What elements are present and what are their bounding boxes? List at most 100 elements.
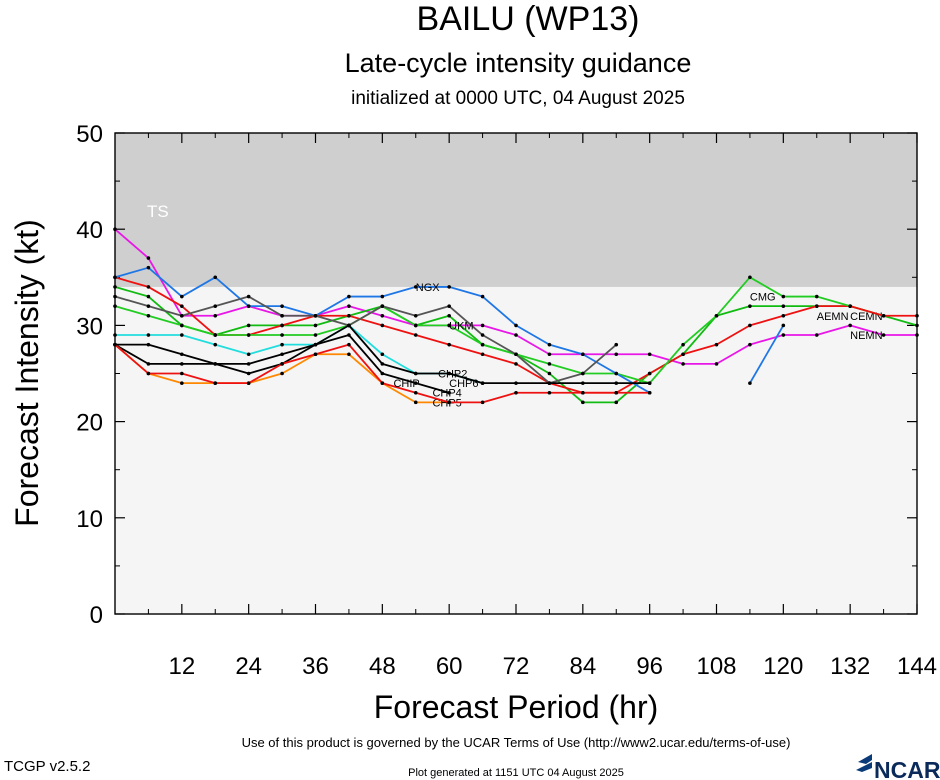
chart-subtitle: Late-cycle intensity guidance [345,48,692,78]
series-point-aemn-12 [180,304,184,308]
series-point-nemn-6 [146,256,151,260]
series-point-ukm-36 [313,313,318,318]
x-axis-label: Forecast Period (hr) [374,689,659,725]
x-tick-label-132: 132 [830,653,870,680]
series-point-chp2-24 [246,352,251,357]
series-point-aemn-66 [480,352,485,357]
series-point-cmg-132 [848,304,852,308]
series-point-cmg-120 [781,294,786,299]
series-point-cmg-30 [280,333,284,337]
y-tick-label-30: 30 [76,313,103,340]
y-tick-label-40: 40 [76,217,103,244]
series-point-ngx-66 [480,294,485,299]
series-point-chp6-6 [146,342,151,347]
series-point-ukm-18 [213,304,218,308]
series-point-chip-90 [614,390,619,395]
ncar-logo-mark [856,754,872,772]
series-point-chp2-18 [213,342,218,347]
series-point-cemn-84 [581,400,585,405]
series-point-chp2-12 [180,333,184,337]
series-point-chp6-96 [647,381,652,385]
series-point-cmg-78 [547,362,552,366]
series-point-chp2-48 [380,352,385,357]
series-label-chip: CHIP [393,378,419,390]
series-point-chp6-66 [480,381,485,385]
series-point-cemn-24 [246,323,251,328]
series-point-ngx-48 [380,294,385,299]
y-tick-label-0: 0 [90,602,103,629]
series-point-aemn-30 [280,323,284,328]
series-point-ngx-84 [581,352,585,357]
series-point-nemn-132 [848,323,852,328]
series-point-ngx-114 [748,381,752,385]
y-tick-label-50: 50 [76,121,103,148]
series-point-aemn-114 [748,323,752,328]
ncar-logo-text: NCAR [874,757,940,780]
series-label-ngx: NGX [416,282,441,294]
series-point-aemn-6 [146,285,151,289]
series-point-aemn-138 [881,313,886,318]
series-point-chip-30 [280,362,284,366]
init-time: initialized at 0000 UTC, 04 August 2025 [351,88,685,109]
series-point-ukm-54 [413,313,418,318]
series-point-cmg-0 [113,304,117,308]
series-point-chp6-42 [347,323,351,328]
series-point-ngx-54 [413,285,418,289]
series-point-ngx-6 [146,265,151,270]
series-label-cemn: CEMN [850,311,882,323]
x-tick-label-84: 84 [569,653,596,680]
series-point-chip-0 [113,342,117,347]
series-point-ngx-12 [180,294,184,299]
series-label-chp4: CHP4 [432,388,461,400]
series-point-aemn-102 [681,352,685,357]
x-tick-label-108: 108 [696,653,736,680]
series-point-ukm-0 [113,294,117,299]
series-point-chip-12 [180,371,184,376]
series-point-nemn-108 [714,362,719,366]
series-point-chp4-54 [413,381,418,385]
series-label-nemn: NEMN [850,330,882,342]
series-point-ukm-6 [146,304,151,308]
series-point-aemn-144 [915,313,919,318]
x-tick-label-72: 72 [503,653,530,680]
series-point-aemn-108 [714,342,719,347]
series-point-ngx-90 [614,371,619,376]
series-point-chp5-54 [413,400,418,405]
series-point-chip-54 [413,390,418,395]
series-point-cemn-6 [146,294,151,299]
series-point-chp4-48 [380,371,385,376]
series-point-ngx-0 [113,275,117,280]
series-point-cmg-36 [313,333,318,337]
series-point-aemn-54 [413,333,418,337]
series-point-chip-48 [380,381,385,385]
series-point-cmg-60 [447,323,451,328]
series-point-cemn-120 [781,304,786,308]
series-point-cemn-0 [113,285,117,289]
series-point-nemn-90 [614,352,619,357]
series-point-ngx-18 [213,275,218,280]
series-point-ukm-30 [280,313,284,318]
series-point-nemn-120 [781,333,786,337]
series-point-ukm-72 [514,352,518,357]
series-point-chp6-84 [581,381,585,385]
chart-title: BAILU (WP13) [417,0,640,38]
band-0 [115,133,917,287]
x-tick-label-12: 12 [168,653,195,680]
x-tick-label-36: 36 [302,653,329,680]
series-point-chp5-42 [347,352,351,357]
series-point-chp2-6 [146,333,151,337]
series-point-nemn-0 [113,227,117,231]
series-point-ukm-84 [581,371,585,376]
series-point-ngx-30 [280,304,284,308]
y-tick-label-10: 10 [76,506,103,533]
series-point-nemn-96 [647,352,652,357]
series-point-chp6-72 [514,381,518,385]
series-point-cmg-108 [714,313,719,318]
series-point-ukm-90 [614,342,619,347]
series-point-chp2-30 [280,342,284,347]
x-tick-label-60: 60 [436,653,463,680]
series-point-chp6-78 [547,381,552,385]
series-point-cmg-66 [480,342,485,347]
series-point-chp4-18 [213,362,218,366]
version-label: TCGP v2.5.2 [4,758,90,775]
